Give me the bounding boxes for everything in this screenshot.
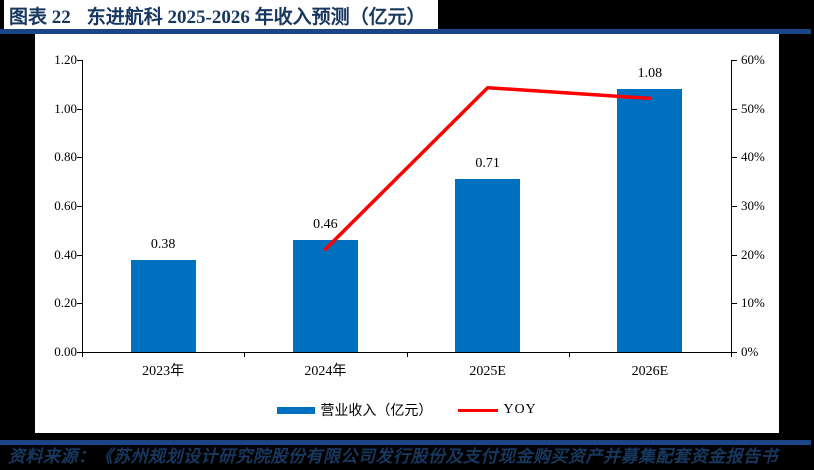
x-axis-tick [244,352,246,357]
left-axis-tick [77,108,82,110]
left-axis-tick-label: 1.20 [54,52,77,67]
bar-value-label: 0.71 [475,156,500,172]
right-axis-line [731,60,732,352]
x-axis-category-label: 2025E [469,364,506,379]
x-axis-category-label: 2023年 [142,364,185,379]
left-axis-line [82,60,83,352]
revenue-bar [130,259,196,352]
right-axis-tick [732,254,737,256]
right-axis-tick-label: 30% [741,198,765,213]
left-axis-tick [77,352,82,353]
legend-label-yoy: YOY [503,402,537,417]
x-axis-category-label: 2024年 [304,364,347,379]
legend-item-yoy: YOY [458,402,536,418]
right-axis-tick [732,157,737,159]
left-axis-tick [77,60,82,61]
right-axis-tick-label: 60% [741,52,765,67]
right-axis-tick-label: 20% [741,246,765,262]
chart-panel: 营业收入（亿元） YOY 0.00 0.20 0.40 0.60 0.80 1.00 1.2… [35,34,779,433]
right-axis-tick-label: 10% [741,295,765,311]
legend-label-revenue: 营业收入（亿元） [320,403,433,419]
right-axis-tick [732,352,737,353]
legend-item-revenue: 营业收入（亿元） [277,400,432,420]
right-axis-tick [732,108,737,110]
figure-title: 东进航科 2025-2026 年收入预测（亿元） [86,6,426,28]
x-axis-tick [568,352,570,357]
bar-value-label: 1.08 [637,66,663,82]
right-axis-tick-label: 0% [741,344,759,359]
footer-divider-rule [0,440,811,445]
left-axis-tick-label: 0.40 [54,246,77,262]
left-axis-tick [77,303,82,305]
x-axis-tick [406,352,408,357]
left-axis-tick-label: 0.20 [54,295,77,311]
left-axis-tick [77,206,82,207]
left-axis-tick-label: 0.00 [54,344,77,359]
revenue-bar [617,89,683,352]
right-axis-tick [732,206,737,207]
right-axis-tick-label: 40% [741,149,765,165]
source-note: 资料来源：《苏州规划设计研究院股份有限公司发行股份及支付现金购买资产并募集配套资… [8,447,778,466]
right-axis-tick [732,60,737,61]
right-axis-tick [732,303,737,305]
figure-number-label: 图表 22 [9,6,71,28]
yoy-line-swatch-icon [458,408,499,412]
x-axis-tick [82,352,83,357]
x-axis-tick [731,352,732,357]
left-axis-tick-label: 0.80 [54,149,77,165]
figure-title-band: 图表 22 东进航科 2025-2026 年收入预测（亿元） [4,0,438,30]
revenue-bar-swatch-icon [277,406,316,414]
x-axis-category-label: 2026E [631,364,669,379]
left-axis-tick-label: 1.00 [54,100,77,116]
bar-value-label: 0.46 [313,217,338,233]
left-axis-tick [77,254,82,256]
revenue-bar [292,240,358,352]
revenue-bar [455,179,521,352]
bar-value-label: 0.38 [150,236,176,252]
header-divider-rule [0,29,811,34]
right-axis-tick-label: 50% [741,100,765,116]
left-axis-tick-label: 0.60 [54,198,77,213]
chart-legend: 营业收入（亿元） YOY [35,400,779,420]
left-axis-tick [77,157,82,159]
